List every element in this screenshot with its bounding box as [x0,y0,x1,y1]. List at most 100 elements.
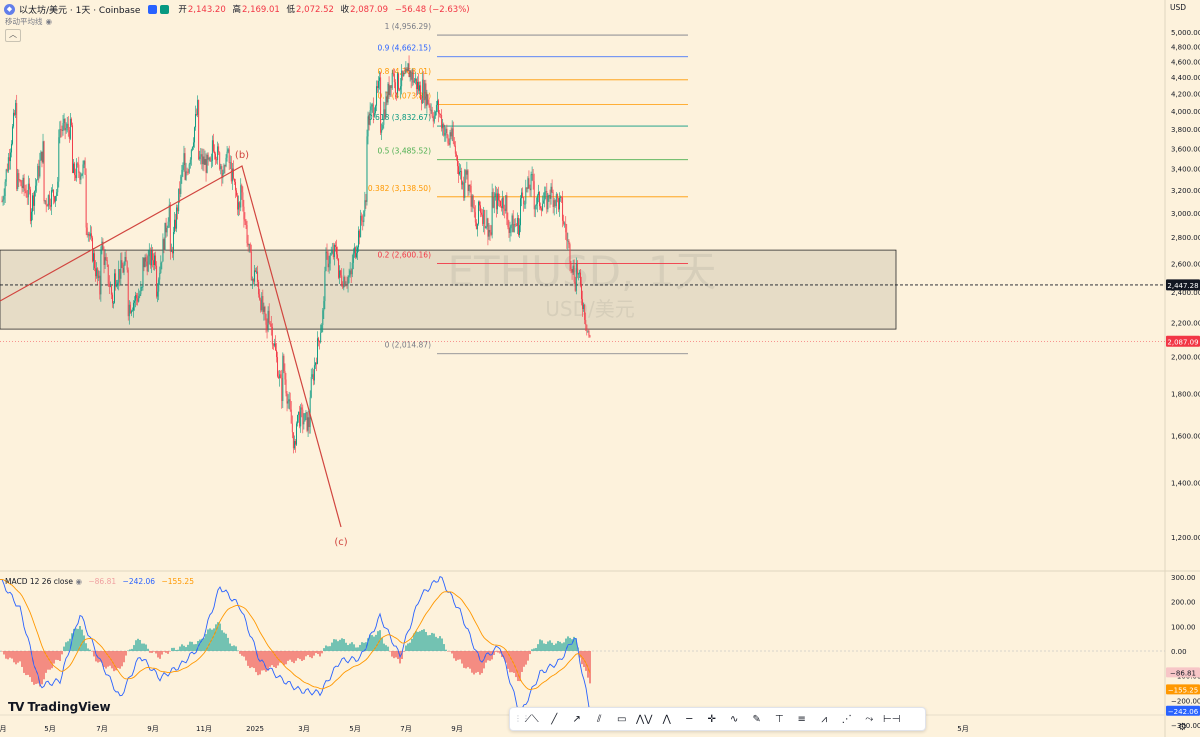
blue-flag-icon[interactable] [148,4,158,14]
candle-body [12,126,13,144]
green-flag-icon[interactable] [160,4,170,14]
candle-body [384,109,386,118]
candle-body [108,283,110,287]
price-axis-tick: 3,800.00 [1171,126,1200,134]
macd-histogram-bar [203,638,205,651]
signal-line[interactable] [0,578,591,690]
tradingview-logo[interactable]: 𝗧𝗩 TradingView [8,700,111,714]
candle-body [497,193,499,201]
macd-legend[interactable]: MACD 12 26 close ◉ −86.81 −242.06 −155.2… [5,577,194,586]
macd-line[interactable] [0,575,591,718]
price-tag-last[interactable] [1166,335,1200,347]
candle-body [375,86,377,106]
symbol-title[interactable]: 以太坊/美元 · 1天 · Coinbase [19,5,141,16]
horizontal-line-icon[interactable]: ─ [686,713,693,725]
date-range-icon[interactable]: ⊢⊣ [883,713,901,725]
trend-line-icon[interactable]: ╱ [551,713,558,725]
macd-histogram-bar [97,651,99,663]
candle-body [186,171,188,173]
rectangle-icon[interactable]: ▭ [617,713,627,725]
candle-body [492,192,494,208]
candle-body [250,251,252,281]
fib-extension-icon[interactable]: ⊤ [774,713,784,725]
candle-body [439,113,440,115]
candle-body [558,197,560,210]
macd-histogram-bar [257,651,259,676]
macd-histogram-bar [365,642,367,651]
eye-icon[interactable]: ◉ [45,17,53,26]
candle-body [38,165,40,177]
settings-gear-icon[interactable]: ⚙ [1178,722,1187,733]
macd-histogram-bar [73,628,75,651]
path-icon[interactable]: ⤳ [865,713,874,725]
macd-histogram-bar [89,649,91,651]
candle-body [485,226,487,229]
abcd-pattern-icon[interactable]: ⟋⟍ [524,713,539,725]
brush-icon[interactable]: ✎ [752,713,761,725]
ray-icon[interactable]: ↗ [572,713,581,725]
candle-body [433,115,435,122]
candle-body [562,197,564,221]
abc-pattern-icon[interactable]: ⋀ [662,713,671,725]
candle-body [581,284,582,300]
candle-body [194,127,195,143]
indicator-legend[interactable]: 移动平均线 ◉ [5,16,52,27]
crosshair-icon[interactable]: ✛ [707,713,716,725]
parallel-channel-icon[interactable]: ⫽ [597,713,602,725]
candle-body [41,151,43,163]
macd-histogram-bar [139,639,141,651]
candle-body [448,143,450,145]
macd-histogram-bar [567,636,569,651]
macd-histogram-bar [521,651,523,672]
candle-body [536,195,538,204]
elliott-wave-icon[interactable]: ⋰ [841,713,852,725]
candle-body [7,157,9,172]
wave-pattern-icon[interactable]: ∿ [730,713,739,725]
drag-handle-icon[interactable]: ⋮⋮ [514,714,530,723]
macd-histogram-bar [491,651,493,660]
fib-retracement-icon[interactable]: ≡ [797,713,806,725]
macd-tag-macd[interactable] [1166,705,1200,716]
candle-body [310,377,312,398]
macd-histogram-bar [303,651,305,660]
macd-histogram-bar [431,632,433,651]
candle-body [391,72,393,89]
candle-body [385,96,387,118]
candle-body [190,149,192,160]
eye-icon[interactable]: ◉ [75,577,82,586]
macd-histogram-bar [273,651,275,667]
macd-histogram-bar [473,651,475,675]
time-axis-tick: 11月 [196,725,212,733]
head-shoulders-icon[interactable]: ⩘ [821,713,828,725]
candle-body [346,283,348,285]
change-value: −56.48 (−2.63%) [394,5,470,15]
candle-body [353,247,355,254]
macd-histogram-bar [121,651,123,667]
elliott-wave-line[interactable] [0,165,342,528]
candle-body [43,141,45,202]
price-axis-tick: 2,600.00 [1171,260,1200,268]
candle-body [183,153,185,166]
candle-body [571,269,573,273]
candle-body [549,195,551,199]
macd-tag-signal[interactable] [1166,684,1200,695]
candle-body [144,257,146,268]
macd-histogram-bar [437,638,439,651]
candle-body [508,226,510,233]
macd-histogram-bar [161,651,163,655]
macd-tag-hist[interactable] [1166,667,1200,678]
macd-histogram-bar [557,641,559,651]
currency-label[interactable]: USD [1170,3,1187,12]
candle-body [104,257,106,265]
candle-body [299,411,301,427]
price-tag-reference[interactable] [1166,279,1200,291]
candle-body [107,264,109,284]
candle-body [483,209,485,224]
xabcd-pattern-icon[interactable]: ⋀⋁ [636,713,653,725]
collapse-legend-button[interactable]: ︿ [5,29,21,42]
drawing-toolbar[interactable]: ⋮⋮ ⟋⟍ ╱ ↗ ⫽ ▭ ⋀⋁ ⋀ ─ ✛ ∿ ✎ ⊤ ≡ ⩘ ⋰ ⤳ ⊢⊣ [509,707,926,731]
candle-body [522,192,524,198]
candle-body [94,253,96,269]
candle-body [160,262,162,273]
